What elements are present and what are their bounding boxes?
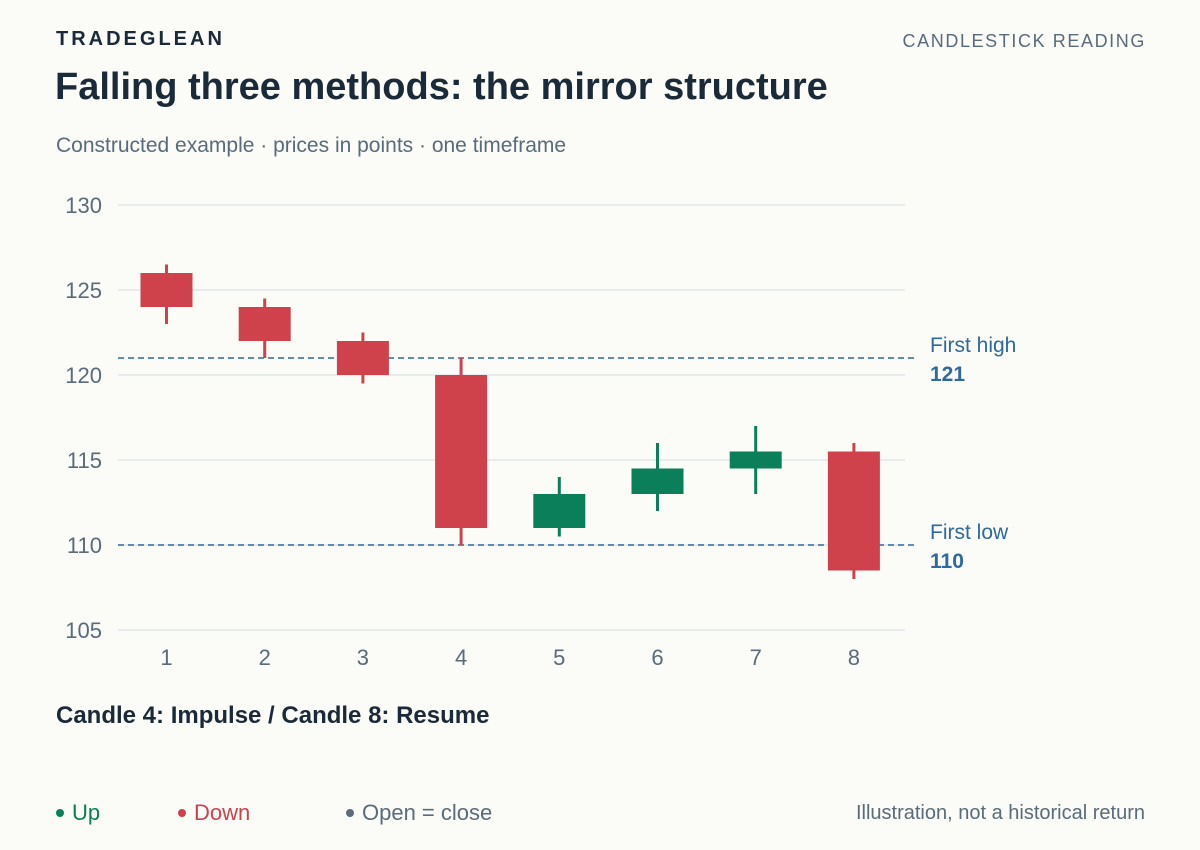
legend-swatch-up	[56, 809, 64, 817]
x-tick-label: 4	[455, 645, 467, 670]
x-tick-label: 8	[848, 645, 860, 670]
reference-line-label: First low	[930, 521, 1009, 544]
y-tick-label: 115	[67, 448, 102, 473]
reference-line-label: First high	[930, 334, 1016, 357]
footnote: Illustration, not a historical return	[855, 802, 1145, 824]
candle-body	[336, 341, 389, 375]
x-tick-label: 5	[553, 645, 565, 670]
x-tick-label: 6	[651, 645, 663, 670]
x-tick-label: 3	[357, 645, 369, 670]
legend-item-down: Down	[178, 800, 250, 826]
candlestick-chart: 105 110 115 120 125 130 1 2 3 4 5 6 7 8 First high 121 F…	[65, 193, 1016, 670]
x-tick-label: 7	[750, 645, 762, 670]
page-title: Falling three methods: the mirror struct…	[55, 66, 828, 108]
y-tick-label: 130	[65, 193, 102, 218]
section-label: CANDLESTICK READING	[902, 31, 1146, 51]
legend-item-neutral: Open = close	[346, 800, 492, 826]
candle-body	[435, 375, 488, 528]
legend-label-neutral: Open = close	[362, 800, 493, 825]
candle-body	[533, 494, 586, 528]
y-tick-label: 105	[65, 618, 102, 643]
reference-line-value: 110	[930, 550, 964, 573]
x-tick-label: 1	[160, 645, 172, 670]
page-subtitle: Constructed example · prices in points ·…	[56, 134, 567, 157]
candle-body	[140, 273, 193, 307]
legend-item-up: Up	[56, 800, 100, 826]
candle-body	[827, 451, 880, 571]
chart-annotation: Candle 4: Impulse / Candle 8: Resume	[56, 702, 490, 729]
y-tick-label: 120	[65, 363, 102, 388]
legend-label-down: Down	[194, 800, 251, 825]
y-tick-label: 125	[65, 278, 102, 303]
legend-swatch-down	[178, 809, 186, 817]
candle-body	[631, 468, 684, 494]
legend-label-up: Up	[72, 800, 101, 825]
y-tick-label: 110	[67, 533, 102, 558]
brand-name: TRADEGLEAN	[56, 28, 225, 50]
legend-swatch-neutral	[346, 809, 354, 817]
candle-body	[729, 451, 782, 469]
x-tick-label: 2	[259, 645, 271, 670]
candle-body	[238, 307, 291, 341]
reference-line-value: 121	[930, 363, 965, 386]
